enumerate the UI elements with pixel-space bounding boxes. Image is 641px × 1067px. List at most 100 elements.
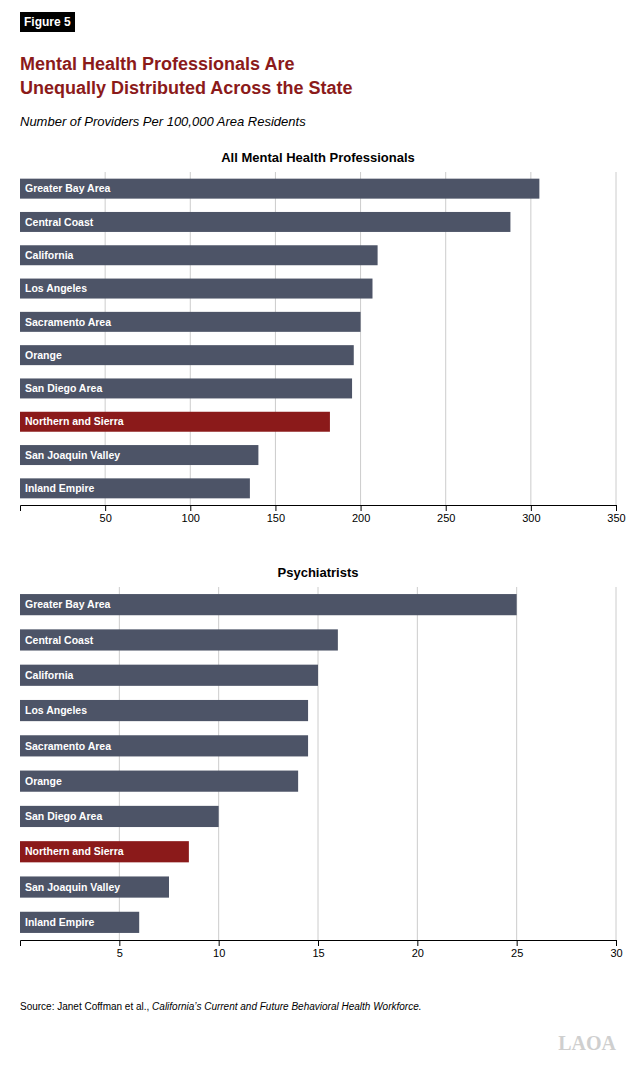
x-tick-label: 25	[511, 947, 523, 959]
x-axis-line	[21, 506, 617, 512]
x-tick-mark	[190, 505, 191, 511]
x-tick-mark	[417, 940, 418, 946]
bar	[20, 771, 298, 792]
grid-line	[530, 172, 531, 505]
bar	[20, 912, 139, 933]
bar	[20, 629, 338, 650]
category-label: San Diego Area	[25, 382, 102, 394]
figure-label: Figure 5	[20, 12, 75, 32]
x-tick: 15	[312, 940, 324, 959]
x-tick-label: 50	[100, 512, 112, 524]
x-tick: 150	[267, 505, 285, 524]
x-tick-label: 10	[213, 947, 225, 959]
x-tick-mark	[275, 505, 276, 511]
bar	[20, 412, 330, 432]
x-tick-label: 150	[267, 512, 285, 524]
source: Source: Janet Coffman et al., California…	[20, 1001, 422, 1012]
grid-line	[616, 587, 617, 940]
x-tick: 100	[182, 505, 200, 524]
x-tick-label: 350	[607, 512, 625, 524]
figure-label-box	[20, 12, 75, 32]
subtitle: Number of Providers Per 100,000 Area Res…	[20, 114, 306, 129]
bar	[20, 665, 318, 686]
x-tick-label: 15	[312, 947, 324, 959]
bar	[20, 179, 539, 199]
bar	[20, 700, 308, 721]
x-tick-mark	[517, 940, 518, 946]
x-tick: 5	[117, 940, 123, 959]
x-tick-mark	[531, 505, 532, 511]
bar	[20, 245, 378, 265]
title: Mental Health Professionals Are Unequally…	[20, 54, 352, 98]
x-tick-mark	[219, 940, 220, 946]
category-label: Inland Empire	[25, 916, 95, 928]
category-label: Inland Empire	[25, 482, 95, 494]
x-tick-mark	[616, 505, 617, 511]
bar	[20, 478, 250, 498]
bar	[20, 876, 169, 897]
x-tick: 50	[100, 505, 112, 524]
category-label: Central Coast	[25, 216, 94, 228]
figure: Figure 5 Mental Health Professionals Are U…	[0, 0, 641, 1067]
bar	[20, 312, 361, 332]
bar-labels: Greater Bay Area Central Coast California L…	[25, 182, 124, 494]
bars	[20, 594, 517, 933]
x-tick: 200	[352, 505, 370, 524]
x-tick-label: 100	[182, 512, 200, 524]
figure-label-text: Figure 5	[24, 15, 71, 29]
x-tick: 300	[522, 505, 540, 524]
category-label: Los Angeles	[25, 282, 87, 294]
bar	[20, 279, 372, 299]
grid-line	[516, 587, 517, 940]
category-label: Northern and Sierra	[25, 415, 124, 427]
bar	[20, 445, 258, 465]
x-tick-mark	[616, 940, 617, 946]
x-tick: 250	[437, 505, 455, 524]
x-axis: 5 10 15 20 25 30	[21, 940, 623, 959]
bar-labels: Greater Bay AreaCentral CoastCaliforniaL…	[25, 598, 124, 928]
category-label: Greater Bay Area	[25, 182, 111, 194]
bar	[20, 378, 352, 398]
grid-line	[616, 172, 617, 505]
grid-line	[417, 587, 418, 940]
x-tick-mark	[361, 505, 362, 511]
chart-title: All Mental Health Professionals	[221, 150, 415, 165]
category-label: Los Angeles	[25, 704, 87, 716]
x-tick-label: 300	[522, 512, 540, 524]
category-label: San Joaquin Valley	[25, 449, 120, 461]
title-line: Unequally Distributed Across the State	[20, 78, 352, 98]
chart-title: Psychiatrists	[278, 565, 359, 580]
source-italic: California’s Current and Future Behavior…	[152, 1001, 421, 1012]
x-tick-label: 20	[412, 947, 424, 959]
category-label: Orange	[25, 775, 62, 787]
bar	[20, 594, 517, 615]
x-tick-mark	[119, 940, 120, 946]
x-tick-label: 200	[352, 512, 370, 524]
bar	[20, 806, 219, 827]
x-tick: 10	[213, 940, 225, 959]
category-label: San Diego Area	[25, 810, 102, 822]
bar	[20, 841, 189, 862]
category-label: Sacramento Area	[25, 740, 111, 752]
category-label: Sacramento Area	[25, 316, 111, 328]
category-label: San Joaquin Valley	[25, 881, 120, 893]
title-line: Mental Health Professionals Are	[20, 54, 294, 74]
category-label: Orange	[25, 349, 62, 361]
category-label: Northern and Sierra	[25, 845, 124, 857]
x-tick-label: 30	[610, 947, 622, 959]
x-tick-mark	[318, 940, 319, 946]
x-tick: 30	[610, 940, 622, 959]
x-tick: 25	[511, 940, 523, 959]
x-tick-mark	[105, 505, 106, 511]
watermark: LAOA	[558, 1032, 616, 1054]
x-tick: 350	[607, 505, 625, 524]
category-label: Greater Bay Area	[25, 598, 111, 610]
chart: Psychiatrists Greater Bay AreaCentral Coa…	[20, 565, 623, 959]
category-label: California	[25, 249, 74, 261]
source-plain: Source: Janet Coffman et al.,	[20, 1001, 152, 1012]
bar	[20, 212, 510, 232]
bar	[20, 345, 354, 365]
bar	[20, 735, 308, 756]
x-tick-label: 5	[117, 947, 123, 959]
chart: All Mental Health Professionals Greater B…	[20, 150, 626, 524]
